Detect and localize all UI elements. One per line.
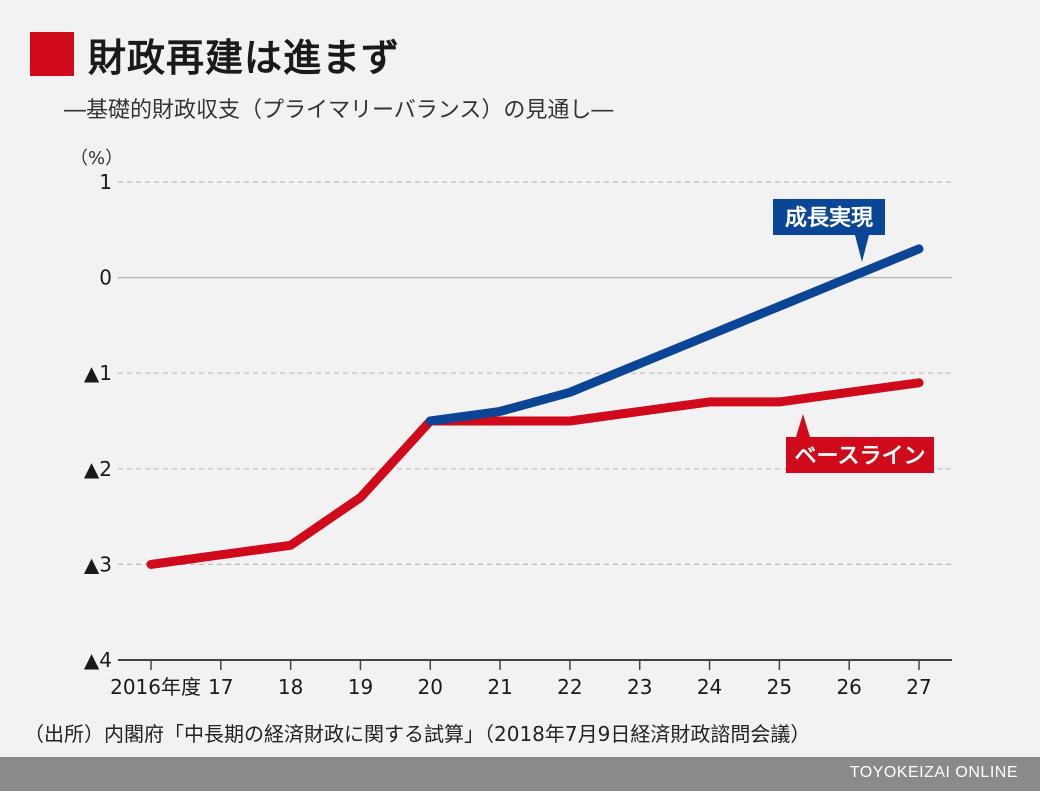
chart-subtitle: ―基礎的財政収支（プライマリーバランス）の見通し― <box>64 98 614 123</box>
x-tick-label: 26 <box>836 675 861 699</box>
y-tick-label: ▲3 <box>84 552 112 576</box>
x-tick-label: 22 <box>557 675 582 699</box>
series-line <box>146 378 924 569</box>
y-tick-label: ▲2 <box>84 457 112 481</box>
x-tick-label: 21 <box>487 675 512 699</box>
growth-series-label-pointer <box>855 235 869 262</box>
baseline-series-label-pointer <box>796 414 810 437</box>
growth-series-label-box <box>773 199 885 235</box>
x-tick-label: 25 <box>767 675 792 699</box>
title-square-icon <box>30 32 74 76</box>
footer-bar: TOYOKEIZAI ONLINE <box>0 757 1040 791</box>
y-tick-label: ▲4 <box>84 648 112 672</box>
series-line <box>425 244 924 426</box>
x-tick-label: 19 <box>348 675 373 699</box>
y-tick-label: 0 <box>99 266 112 290</box>
x-tick-label: 24 <box>697 675 722 699</box>
x-tick-label: 23 <box>627 675 652 699</box>
y-axis-unit: （%） <box>70 148 124 169</box>
brand-logo-text: TOYOKEIZAI ONLINE <box>849 764 1018 781</box>
y-tick-label: 1 <box>99 170 112 194</box>
source-note: （出所）内閣府「中長期の経済財政に関する試算」（2018年7月9日経済財政諮問会… <box>24 722 811 746</box>
x-tick-label: 27 <box>906 675 931 699</box>
y-tick-label: ▲1 <box>84 361 112 385</box>
x-tick-label: 17 <box>208 675 233 699</box>
x-tick-label: 2016年度 <box>110 675 201 699</box>
growth-series-label-text: 成長実現 <box>785 205 873 231</box>
page-title: 財政再建は進まず <box>88 35 401 80</box>
title-row: 財政再建は進まず <box>30 26 400 82</box>
x-tick-label: 18 <box>278 675 303 699</box>
baseline-series-label-box <box>786 437 934 473</box>
x-tick-label: 20 <box>418 675 443 699</box>
baseline-series-label-text: ベースライン <box>795 444 926 469</box>
